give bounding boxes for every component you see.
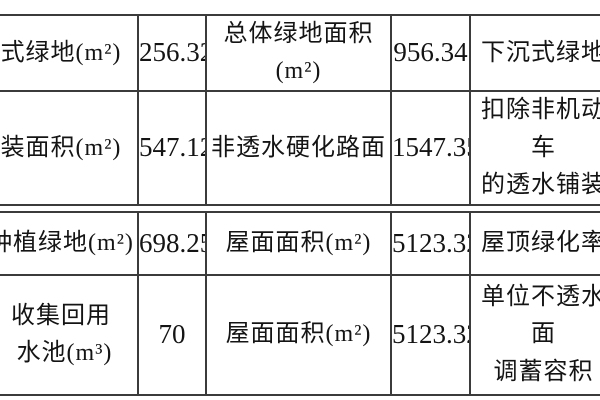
value-cell: 5123.32 — [390, 210, 471, 276]
label-cell: 非透水硬化路面 — [205, 90, 392, 206]
label-cell: 总体绿地面积(m²) — [205, 13, 392, 93]
table-lower-section: 种植绿地(m²) 698.25 屋面面积(m²) 5123.32 屋顶绿化率 收… — [0, 210, 600, 396]
label-cell: 单位不透水面 调蓄容积 — [469, 273, 600, 396]
area-statistics-table: 式绿地(m²) 256.32 总体绿地面积(m²) 956.34 下沉式绿地 装… — [0, 13, 600, 396]
value-cell: 547.12 — [137, 90, 207, 206]
value-cell: 956.34 — [390, 13, 471, 93]
value-cell: 5123.32 — [390, 273, 471, 396]
label-cell: 收集回用 水池(m³) — [0, 273, 139, 396]
value-cell: 698.25 — [137, 210, 207, 276]
label-cell: 种植绿地(m²) — [0, 210, 139, 276]
value-cell: 256.32 — [137, 13, 207, 93]
label-cell: 扣除非机动车 的透水铺装 — [469, 90, 600, 206]
label-cell: 式绿地(m²) — [0, 13, 139, 93]
label-cell: 屋顶绿化率 — [469, 210, 600, 276]
label-cell: 下沉式绿地 — [469, 13, 600, 93]
table-row: 式绿地(m²) 256.32 总体绿地面积(m²) 956.34 下沉式绿地 — [0, 13, 600, 93]
value-cell: 1547.35 — [390, 90, 471, 206]
label-cell: 屋面面积(m²) — [205, 210, 392, 276]
value-cell: 70 — [137, 273, 207, 396]
table-upper-section: 式绿地(m²) 256.32 总体绿地面积(m²) 956.34 下沉式绿地 装… — [0, 13, 600, 206]
label-cell: 装面积(m²) — [0, 90, 139, 206]
table-row: 收集回用 水池(m³) 70 屋面面积(m²) 5123.32 单位不透水面 调… — [0, 273, 600, 396]
label-cell: 屋面面积(m²) — [205, 273, 392, 396]
table-row: 装面积(m²) 547.12 非透水硬化路面 1547.35 扣除非机动车 的透… — [0, 90, 600, 206]
table-row: 种植绿地(m²) 698.25 屋面面积(m²) 5123.32 屋顶绿化率 — [0, 210, 600, 276]
